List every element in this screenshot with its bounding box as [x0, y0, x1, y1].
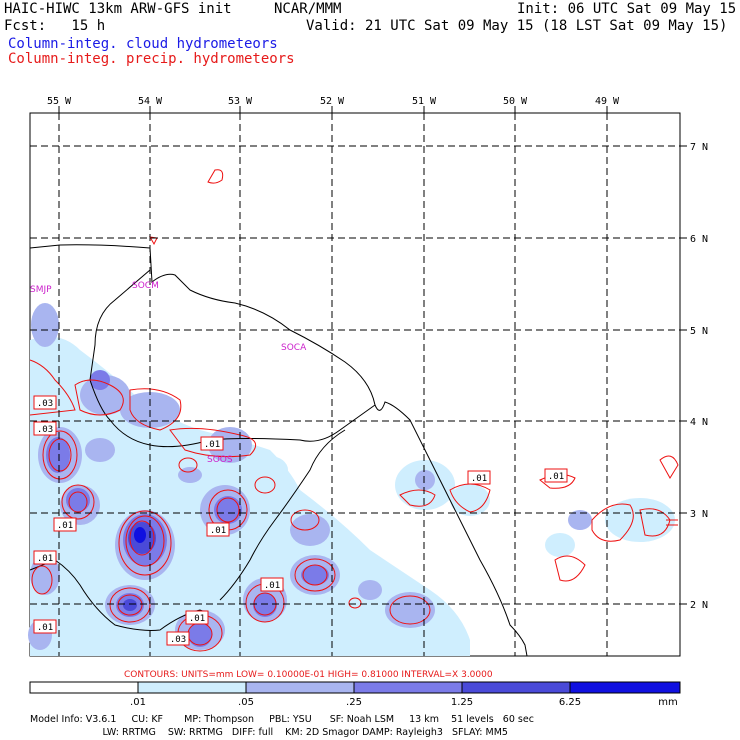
- cloud-field-label: Column-integ. cloud hydrometeors: [8, 36, 278, 52]
- lat-label: 5 N: [690, 326, 708, 337]
- lon-label: 55 W: [47, 96, 72, 107]
- contour-label: .03: [33, 421, 57, 436]
- colorbar-ticks: .01 .05 .25 1.25 6.25 mm: [130, 697, 678, 708]
- svg-text:.01: .01: [264, 581, 280, 591]
- svg-text:.03: .03: [37, 425, 53, 435]
- colorbar-tick: .25: [346, 697, 362, 708]
- colorbar-tick: .01: [130, 697, 146, 708]
- svg-text:.01: .01: [204, 440, 220, 450]
- svg-text:.03: .03: [170, 635, 186, 645]
- lat-label: 3 N: [690, 509, 708, 520]
- colorbar-tick: .05: [238, 697, 254, 708]
- forecast-hour: Fcst: 15 h: [4, 18, 106, 34]
- contour-label: .01: [544, 468, 568, 483]
- init-time: Init: 06 UTC Sat 09 May 15: [517, 1, 737, 17]
- svg-text:.01: .01: [189, 614, 205, 624]
- contour-label: .01: [33, 550, 57, 565]
- station-label: SOCM: [132, 281, 159, 291]
- contour-label: .01: [53, 517, 77, 532]
- contour-label-boxes: .03 .03 .01 .01 .01 .01 .01 .01 .01 .03 …: [33, 395, 568, 646]
- lon-label: 51 W: [412, 96, 437, 107]
- organization-label: NCAR/MMM: [274, 1, 342, 17]
- model-info-line1: Model Info: V3.6.1 CU: KF MP: Thompson P…: [30, 714, 534, 725]
- svg-text:.03: .03: [37, 399, 53, 409]
- svg-text:.01: .01: [37, 623, 53, 633]
- contour-label: .03: [166, 631, 190, 646]
- lat-lon-grid: [30, 113, 680, 656]
- model-info: Model Info: V3.6.1 CU: KF MP: Thompson P…: [30, 714, 534, 738]
- plot-title: HAIC-HIWC 13km ARW-GFS init: [4, 1, 232, 17]
- lon-labels: 55 W 54 W 53 W 52 W 51 W 50 W 49 W: [47, 96, 620, 107]
- frame-ticks: [58, 106, 687, 605]
- colorbar-tick: 1.25: [451, 697, 473, 708]
- lon-label: 50 W: [503, 96, 528, 107]
- model-info-line2: LW: RRTMG SW: RRTMG DIFF: full KM: 2D Sm…: [30, 727, 508, 738]
- colorbar: [29, 681, 681, 694]
- station-label: SOCA: [281, 343, 307, 353]
- svg-text:.01: .01: [471, 474, 487, 484]
- lat-label: 4 N: [690, 417, 708, 428]
- lon-label: 53 W: [228, 96, 253, 107]
- station-label: SOOS: [207, 455, 233, 465]
- contour-label: .01: [33, 619, 57, 634]
- lon-label: 54 W: [138, 96, 163, 107]
- lat-label: 6 N: [690, 234, 708, 245]
- station-label: SMJP: [30, 285, 52, 295]
- contour-label: .01: [206, 522, 230, 537]
- colorbar-unit: mm: [658, 697, 677, 708]
- svg-text:.01: .01: [37, 554, 53, 564]
- svg-text:.01: .01: [57, 521, 73, 531]
- contour-label: .01: [185, 610, 209, 625]
- contour-label: .03: [33, 395, 57, 410]
- lat-label: 7 N: [690, 142, 708, 153]
- contour-label: .01: [467, 470, 491, 485]
- cloud-shading: [28, 303, 675, 656]
- lat-labels: 7 N 6 N 5 N 4 N 3 N 2 N: [690, 142, 708, 611]
- contours-info: CONTOURS: UNITS=mm LOW= 0.10000E-01 HIGH…: [124, 670, 493, 680]
- lon-label: 49 W: [595, 96, 620, 107]
- precip-field-label: Column-integ. precip. hydrometeors: [8, 51, 295, 67]
- svg-text:.01: .01: [548, 472, 564, 482]
- colorbar-tick: 6.25: [559, 697, 581, 708]
- lon-label: 52 W: [320, 96, 345, 107]
- valid-time: Valid: 21 UTC Sat 09 May 15 (18 LST Sat …: [306, 18, 728, 34]
- lat-label: 2 N: [690, 600, 708, 611]
- contour-label: .01: [260, 577, 284, 592]
- svg-text:.01: .01: [210, 526, 226, 536]
- precip-contours: [29, 169, 679, 652]
- contour-label: .01: [200, 436, 224, 451]
- station-labels: SMJP SOCM SOCA SOOS: [30, 281, 307, 465]
